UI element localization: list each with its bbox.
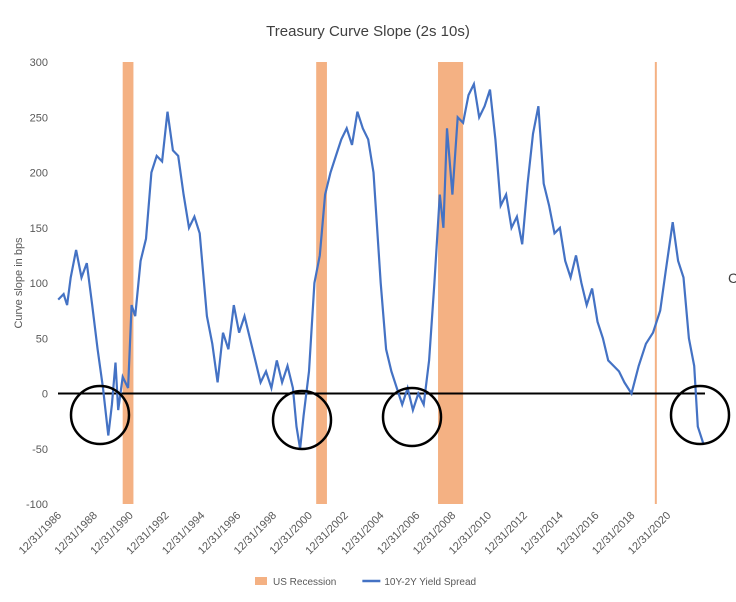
bands	[122, 62, 657, 504]
chart-title: Treasury Curve Slope (2s 10s)	[266, 23, 470, 40]
legend-label: 10Y-2Y Yield Spread	[384, 577, 476, 588]
legend: US Recession 10Y-2Y Yield Spread	[255, 577, 476, 588]
highlight-circles	[69, 384, 731, 451]
legend-swatch	[255, 577, 267, 585]
y-tick-label: 150	[30, 223, 48, 235]
y-tick-label: 250	[30, 112, 48, 124]
y-axis-label: Curve slope in bps	[13, 237, 25, 329]
plot: -100-5005010015020025030012/31/198612/31…	[17, 57, 705, 557]
recession-band	[438, 62, 464, 504]
circle	[271, 389, 333, 451]
y-tick-label: 100	[30, 278, 48, 290]
recession-band	[316, 62, 327, 504]
recession-band	[122, 62, 134, 504]
y-tick-label: -50	[32, 444, 48, 456]
y-tick-label: 300	[30, 57, 48, 69]
circle	[69, 384, 131, 446]
recession-band	[654, 62, 657, 504]
circle	[381, 386, 443, 448]
annotation: C	[728, 270, 736, 286]
y-tick-label: 0	[42, 389, 48, 401]
circle	[669, 384, 731, 446]
y-tick-label: -100	[26, 499, 48, 511]
legend-label: US Recession	[273, 577, 336, 588]
y-tick-label: 200	[30, 168, 48, 180]
spread-line	[57, 80, 705, 449]
y-tick-label: 50	[36, 333, 48, 345]
